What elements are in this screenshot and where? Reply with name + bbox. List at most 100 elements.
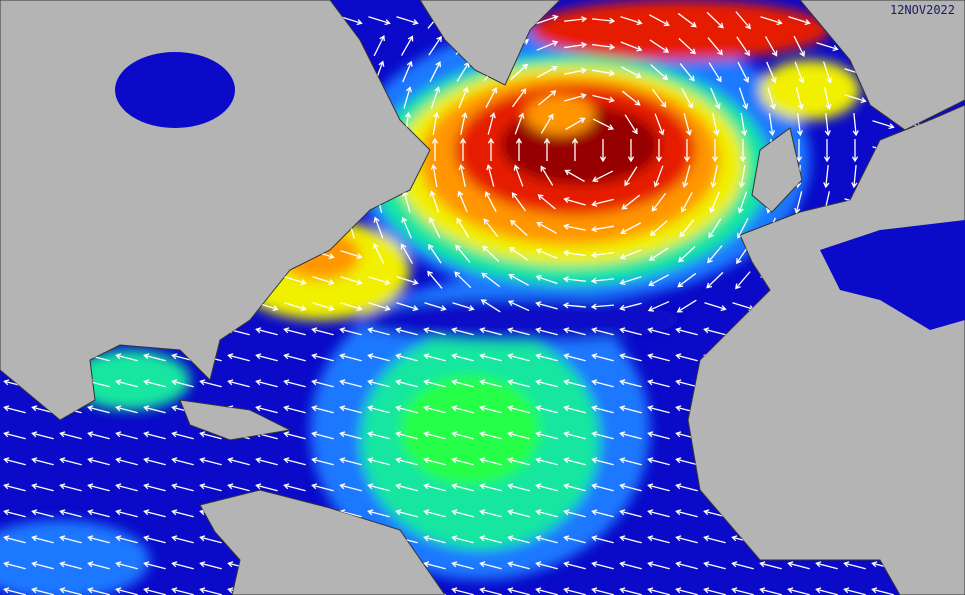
arrow bbox=[3, 509, 26, 518]
arrow bbox=[507, 379, 530, 388]
arrow bbox=[731, 483, 754, 492]
arrow bbox=[227, 457, 250, 466]
arrow bbox=[200, 68, 223, 78]
arrow bbox=[927, 353, 950, 362]
arrow bbox=[591, 17, 616, 24]
arrow bbox=[88, 224, 111, 234]
arrow bbox=[543, 137, 551, 161]
arrow bbox=[562, 249, 586, 257]
arrow bbox=[591, 379, 614, 388]
arrow bbox=[703, 483, 726, 492]
arrow bbox=[592, 170, 614, 182]
arrow bbox=[535, 248, 558, 259]
arrow bbox=[396, 302, 419, 312]
arrow bbox=[562, 276, 587, 283]
arrow bbox=[787, 353, 810, 362]
arrow bbox=[759, 587, 782, 595]
arrow bbox=[3, 353, 26, 362]
arrow bbox=[592, 94, 615, 103]
arrow bbox=[815, 431, 838, 440]
arrow bbox=[822, 191, 830, 214]
arrow bbox=[823, 139, 831, 163]
arrow bbox=[487, 137, 495, 161]
arrow bbox=[199, 535, 222, 544]
arrow bbox=[591, 431, 614, 440]
arrow bbox=[651, 88, 667, 108]
arrow bbox=[736, 244, 750, 265]
arrow bbox=[227, 561, 250, 570]
arrow bbox=[563, 535, 586, 544]
arrow bbox=[710, 87, 721, 110]
arrow bbox=[678, 246, 696, 263]
arrow bbox=[172, 224, 195, 234]
arrow bbox=[564, 93, 587, 102]
arrow bbox=[143, 483, 166, 492]
arrow bbox=[373, 35, 385, 57]
arrow bbox=[787, 327, 810, 336]
arrow bbox=[844, 276, 867, 286]
arrow bbox=[143, 353, 166, 362]
arrow bbox=[760, 16, 783, 26]
arrow bbox=[590, 303, 615, 310]
arrow bbox=[647, 431, 670, 440]
arrow bbox=[4, 94, 27, 104]
arrow bbox=[228, 120, 251, 130]
arrow bbox=[483, 62, 499, 82]
arrow bbox=[816, 302, 839, 312]
arrow bbox=[367, 405, 390, 414]
arrow bbox=[764, 244, 778, 265]
arrow bbox=[4, 224, 27, 234]
arrow bbox=[843, 327, 866, 336]
arrow bbox=[284, 16, 307, 26]
arrow bbox=[821, 217, 832, 240]
arrow bbox=[460, 111, 468, 135]
arrow bbox=[31, 457, 54, 466]
arrow bbox=[423, 353, 446, 362]
arrow bbox=[509, 39, 530, 53]
arrow bbox=[312, 68, 335, 78]
arrow bbox=[852, 112, 859, 137]
arrow bbox=[563, 405, 586, 414]
arrow bbox=[312, 224, 335, 234]
arrow bbox=[423, 483, 446, 492]
arrow bbox=[451, 327, 474, 336]
arrow bbox=[423, 509, 446, 518]
arrow bbox=[844, 94, 867, 104]
arrow bbox=[537, 65, 558, 78]
arrow bbox=[31, 431, 54, 440]
arrow bbox=[284, 250, 307, 260]
arrow bbox=[455, 36, 471, 55]
arrow bbox=[143, 509, 166, 518]
arrow bbox=[171, 431, 194, 440]
arrow bbox=[396, 276, 419, 286]
arrow bbox=[32, 146, 55, 156]
arrow bbox=[927, 457, 950, 466]
arrow bbox=[507, 587, 530, 595]
arrow bbox=[144, 146, 167, 156]
arrow bbox=[511, 88, 527, 108]
arrow bbox=[760, 276, 783, 286]
arrow bbox=[429, 61, 441, 83]
arrow bbox=[284, 120, 307, 130]
arrow bbox=[535, 274, 558, 285]
arrow bbox=[312, 16, 335, 26]
arrow bbox=[199, 405, 222, 414]
arrow bbox=[115, 379, 138, 388]
arrow bbox=[706, 11, 724, 29]
arrow bbox=[348, 86, 356, 109]
arrow bbox=[796, 113, 803, 137]
arrow bbox=[347, 163, 354, 188]
arrow bbox=[284, 42, 307, 52]
arrow bbox=[451, 431, 474, 440]
arrow bbox=[899, 561, 922, 570]
arrow bbox=[116, 42, 139, 52]
arrow bbox=[815, 405, 838, 414]
arrow bbox=[759, 431, 782, 440]
arrow bbox=[172, 16, 195, 26]
arrow bbox=[788, 16, 811, 26]
hudson-bay bbox=[115, 52, 235, 128]
arrow bbox=[899, 457, 922, 466]
arrow bbox=[171, 587, 194, 595]
arrow bbox=[620, 16, 643, 26]
arrow bbox=[590, 277, 615, 284]
